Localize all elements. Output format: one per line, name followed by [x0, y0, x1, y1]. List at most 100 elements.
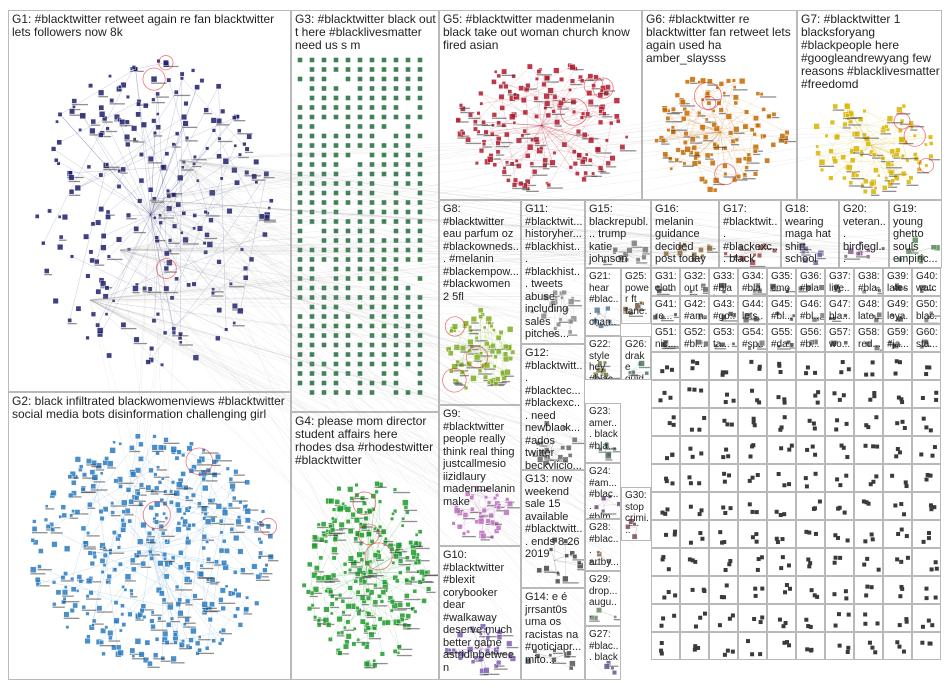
graph-node[interactable] [120, 166, 126, 173]
graph-node[interactable] [125, 212, 131, 218]
graph-node[interactable] [722, 289, 726, 294]
graph-node[interactable] [712, 141, 718, 147]
graph-node[interactable] [536, 69, 542, 74]
graph-node[interactable] [465, 136, 471, 143]
graph-node[interactable] [147, 531, 152, 536]
graph-node[interactable] [224, 327, 229, 332]
graph-node[interactable] [197, 647, 202, 653]
graph-node[interactable] [333, 361, 339, 367]
graph-node[interactable] [487, 320, 492, 325]
graph-node[interactable] [369, 313, 375, 320]
graph-node[interactable] [405, 247, 411, 253]
graph-node[interactable] [60, 504, 66, 510]
minor-group-panel[interactable] [825, 408, 854, 436]
graph-node[interactable] [297, 275, 303, 282]
graph-node[interactable] [297, 171, 303, 177]
graph-node[interactable] [720, 372, 725, 377]
graph-node[interactable] [78, 578, 84, 584]
graph-node[interactable] [355, 606, 360, 611]
graph-node[interactable] [158, 220, 163, 225]
minor-group-panel[interactable] [912, 632, 941, 660]
minor-group-panel[interactable] [651, 464, 680, 492]
graph-node[interactable] [106, 460, 114, 467]
group-panel-g43[interactable]: G43: #go... [709, 296, 738, 324]
graph-node[interactable] [567, 453, 573, 458]
graph-node[interactable] [507, 500, 513, 507]
graph-node[interactable] [482, 325, 487, 330]
graph-node[interactable] [202, 241, 207, 246]
graph-node[interactable] [390, 516, 394, 521]
minor-group-panel[interactable] [912, 604, 941, 632]
graph-node[interactable] [843, 254, 848, 259]
graph-node[interactable] [137, 198, 143, 204]
graph-node[interactable] [908, 175, 914, 181]
graph-node[interactable] [108, 74, 112, 78]
graph-node[interactable] [176, 481, 183, 488]
graph-node[interactable] [548, 653, 553, 658]
graph-node[interactable] [382, 579, 388, 585]
graph-node[interactable] [209, 189, 216, 196]
graph-node[interactable] [543, 93, 550, 100]
graph-node[interactable] [929, 141, 934, 146]
graph-node[interactable] [928, 503, 933, 508]
graph-node[interactable] [243, 265, 249, 271]
graph-node[interactable] [677, 244, 683, 250]
minor-group-panel[interactable] [767, 576, 796, 604]
graph-node[interactable] [41, 241, 46, 246]
graph-node[interactable] [776, 471, 781, 476]
graph-node[interactable] [201, 505, 208, 512]
graph-node[interactable] [780, 537, 785, 542]
graph-node[interactable] [369, 389, 375, 396]
minor-group-panel[interactable] [651, 520, 680, 548]
graph-node[interactable] [849, 157, 856, 164]
graph-node[interactable] [754, 510, 759, 515]
minor-group-panel[interactable] [883, 436, 912, 464]
minor-group-panel[interactable] [738, 576, 767, 604]
graph-node[interactable] [732, 85, 737, 89]
graph-node[interactable] [571, 149, 577, 155]
graph-node[interactable] [309, 161, 315, 168]
graph-node[interactable] [192, 593, 198, 599]
graph-node[interactable] [154, 512, 159, 518]
graph-node[interactable] [333, 171, 339, 177]
graph-node[interactable] [455, 117, 461, 124]
graph-node[interactable] [813, 531, 818, 536]
graph-node[interactable] [220, 637, 225, 643]
graph-node[interactable] [219, 530, 224, 535]
graph-node[interactable] [722, 540, 727, 545]
graph-node[interactable] [171, 555, 176, 560]
graph-node[interactable] [333, 190, 339, 196]
graph-node[interactable] [179, 76, 184, 81]
graph-node[interactable] [804, 529, 809, 534]
graph-node[interactable] [140, 121, 147, 128]
graph-node[interactable] [465, 491, 471, 497]
graph-node[interactable] [448, 350, 454, 356]
graph-node[interactable] [811, 421, 816, 426]
graph-node[interactable] [417, 85, 423, 92]
graph-node[interactable] [345, 142, 351, 149]
graph-node[interactable] [333, 304, 339, 310]
graph-node[interactable] [203, 210, 208, 215]
graph-node[interactable] [131, 125, 138, 132]
graph-node[interactable] [757, 244, 764, 251]
graph-node[interactable] [473, 353, 481, 361]
graph-node[interactable] [137, 538, 144, 545]
graph-node[interactable] [485, 648, 490, 653]
minor-group-panel[interactable] [680, 436, 709, 464]
graph-node[interactable] [929, 311, 934, 316]
graph-node[interactable] [493, 381, 499, 387]
graph-node[interactable] [699, 176, 705, 182]
graph-node[interactable] [147, 660, 153, 667]
graph-node[interactable] [690, 587, 695, 592]
minor-group-panel[interactable] [912, 520, 941, 548]
graph-node[interactable] [369, 361, 375, 367]
graph-node[interactable] [309, 66, 315, 73]
group-panel-g42[interactable]: G42: #am... [680, 296, 709, 324]
graph-node[interactable] [830, 340, 837, 347]
graph-node[interactable] [381, 313, 387, 320]
graph-node[interactable] [832, 158, 838, 164]
group-panel-g1[interactable]: G1: #blacktwitter retweet again re fan b… [8, 10, 291, 392]
graph-node[interactable] [877, 288, 882, 293]
graph-node[interactable] [888, 340, 892, 344]
graph-node[interactable] [331, 546, 338, 553]
